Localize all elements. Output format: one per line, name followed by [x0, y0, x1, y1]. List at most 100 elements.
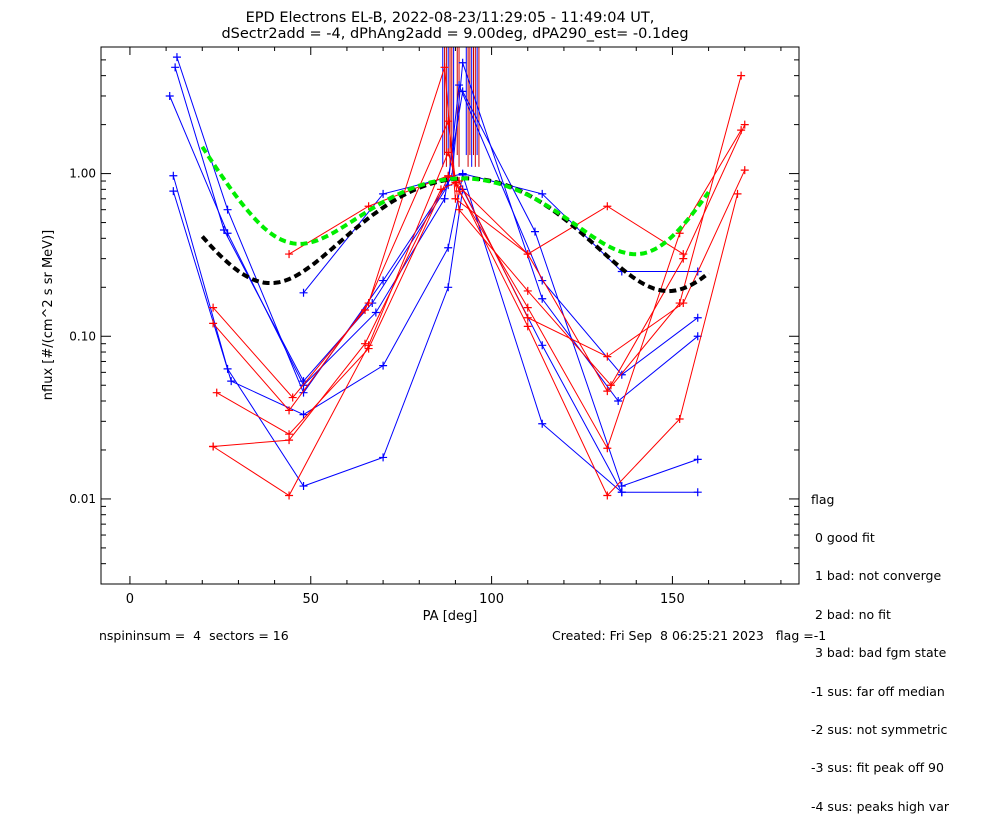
legend-title: flag [811, 491, 835, 507]
data-point [693, 455, 702, 464]
data-point [444, 117, 453, 126]
data-point [455, 177, 464, 186]
y-tick-label: 0.10 [69, 329, 96, 343]
data-point [364, 299, 373, 308]
y-tick-label: 0.01 [69, 492, 96, 506]
data-point [209, 442, 218, 451]
data-point [169, 171, 178, 180]
data-point [458, 58, 467, 67]
data-point [458, 87, 467, 96]
data-point [740, 166, 749, 175]
legend-item: 0 good fit [811, 529, 875, 545]
series-line [174, 67, 699, 382]
data-point [538, 419, 547, 428]
series-line [169, 89, 698, 487]
data-point [444, 283, 453, 292]
x-tick-label: 50 [302, 592, 319, 607]
data-point [444, 171, 453, 180]
data-point [379, 361, 388, 370]
data-point [603, 387, 612, 396]
data-point [379, 453, 388, 462]
x-tick-label: 0 [126, 592, 134, 607]
data-point [364, 344, 373, 353]
footer-right: Created: Fri Sep 8 06:25:21 2023 flag =-… [552, 628, 827, 643]
data-point [603, 352, 612, 361]
y-axis-label: nflux [#/(cm^2 s sr MeV)] [41, 230, 56, 400]
data-point [299, 388, 308, 397]
data-point [538, 341, 547, 350]
chart: EPD Electrons EL-B, 2022-08-23/11:29:05 … [41, 10, 800, 624]
data-point [171, 63, 180, 72]
data-point [285, 436, 294, 445]
data-point [361, 339, 370, 348]
data-point [444, 148, 453, 157]
legend-item: -1 sus: far off median [811, 683, 945, 699]
flag-legend: flag 0 good fit 1 bad: not converge 2 ba… [811, 468, 949, 826]
data-point [523, 286, 532, 295]
data-point [371, 308, 380, 317]
legend-item: -4 sus: peaks high var [811, 798, 950, 814]
x-axis-label: PA [deg] [423, 609, 478, 624]
data-point [285, 491, 294, 500]
data-point [538, 189, 547, 198]
data-point [737, 71, 746, 80]
data-point [606, 381, 615, 390]
data-point [379, 276, 388, 285]
data-point [361, 306, 370, 315]
data-point [523, 313, 532, 322]
data-point [617, 488, 626, 497]
data-point [169, 187, 178, 196]
data-point [299, 482, 308, 491]
data-point [165, 91, 174, 100]
data-point [538, 294, 547, 303]
data-point [223, 205, 232, 214]
data-point [444, 243, 453, 252]
plot-area [165, 47, 749, 500]
data-point [693, 313, 702, 322]
plot-frame [100, 46, 800, 585]
data-point [285, 250, 294, 259]
series-line [172, 173, 623, 493]
data-point [299, 288, 308, 297]
data-point [455, 81, 464, 90]
data-point [440, 63, 449, 72]
data-point [603, 491, 612, 500]
data-point [455, 187, 464, 196]
data-point [617, 370, 626, 379]
data-point [538, 276, 547, 285]
chart-title: EPD Electrons EL-B, 2022-08-23/11:29:05 … [246, 10, 655, 26]
data-point [440, 194, 449, 203]
data-point [209, 303, 218, 312]
chart-subtitle: dSectr2add = -4, dPhAng2add = 9.00deg, d… [221, 26, 688, 42]
data-point [299, 410, 308, 419]
data-point [675, 415, 684, 424]
data-point [523, 250, 532, 259]
legend-item: -3 sus: fit peak off 90 [811, 760, 944, 776]
data-point [740, 120, 749, 129]
data-point [223, 229, 232, 238]
series-line [176, 56, 699, 402]
legend-item: 1 bad: not converge [811, 568, 942, 584]
data-point [455, 205, 464, 214]
data-point [603, 444, 612, 453]
data-point [523, 303, 532, 312]
series-line [172, 175, 698, 493]
data-point [737, 126, 746, 135]
data-point [285, 406, 294, 415]
data-point [679, 250, 688, 259]
data-point [603, 202, 612, 211]
data-point [436, 185, 445, 194]
data-point [733, 189, 742, 198]
data-point [288, 393, 297, 402]
data-point [379, 189, 388, 198]
series-line [216, 169, 746, 435]
data-point [172, 53, 181, 62]
legend-item: 2 bad: no fit [811, 606, 891, 622]
data-point [693, 488, 702, 497]
footer-left: nspininsum = 4 sectors = 16 [99, 628, 289, 643]
x-tick-label: 100 [479, 592, 504, 607]
x-tick-label: 150 [660, 592, 685, 607]
y-tick-label: 1.00 [69, 167, 96, 181]
legend-item: -2 sus: not symmetric [811, 721, 948, 737]
fit-curve [200, 145, 711, 257]
